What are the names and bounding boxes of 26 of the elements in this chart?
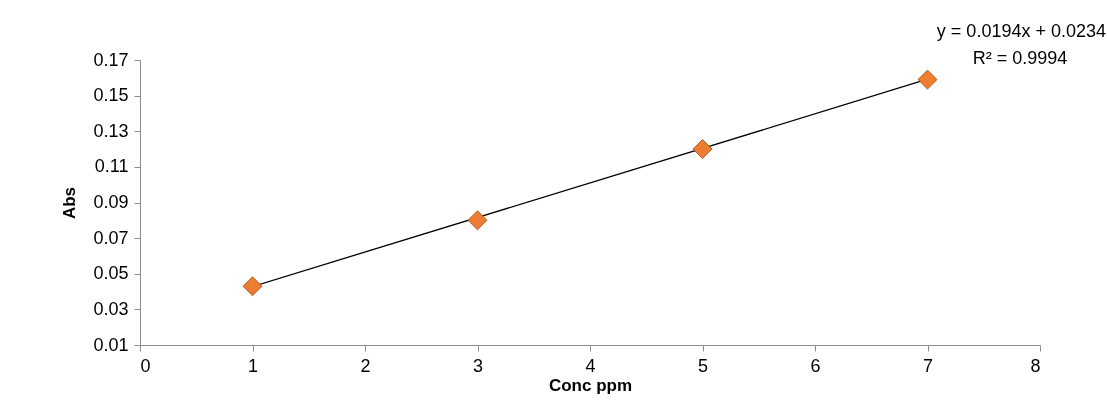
x-tick-label: 8 xyxy=(1030,355,1041,376)
y-tick-label: 0.03 xyxy=(93,298,129,319)
x-tick-label: 5 xyxy=(697,355,709,376)
text: y = 0.0194x + 0.0234 xyxy=(936,21,1106,41)
x-tick-label: 7 xyxy=(922,355,934,376)
y-tick-label: 0.01 xyxy=(93,334,129,355)
x-axis-title: Conc ppm xyxy=(548,375,633,395)
y-axis-title: Abs xyxy=(60,186,80,220)
y-tick-label: 0.05 xyxy=(93,263,129,284)
y-tick-label: 0.13 xyxy=(93,120,129,141)
y-tick-label: 0.07 xyxy=(93,227,129,248)
x-tick-label: 4 xyxy=(585,355,596,376)
y-tick-label: 0.17 xyxy=(93,49,129,70)
point xyxy=(467,210,488,231)
point xyxy=(917,69,938,90)
y-tick-label: 0.11 xyxy=(94,156,129,177)
point xyxy=(692,139,713,159)
y-tick-label: 0.15 xyxy=(93,85,129,106)
annotation: R² = 0.9994 xyxy=(972,48,1068,68)
x-tick-label: 3 xyxy=(472,355,484,376)
x-tick-label: 6 xyxy=(810,355,821,376)
x-tick-label: 1 xyxy=(247,355,259,376)
x-tick-label: 0 xyxy=(140,355,151,376)
y-tick-label: 0.09 xyxy=(93,192,129,212)
x-tick-label: 2 xyxy=(360,355,371,376)
point xyxy=(242,276,263,297)
